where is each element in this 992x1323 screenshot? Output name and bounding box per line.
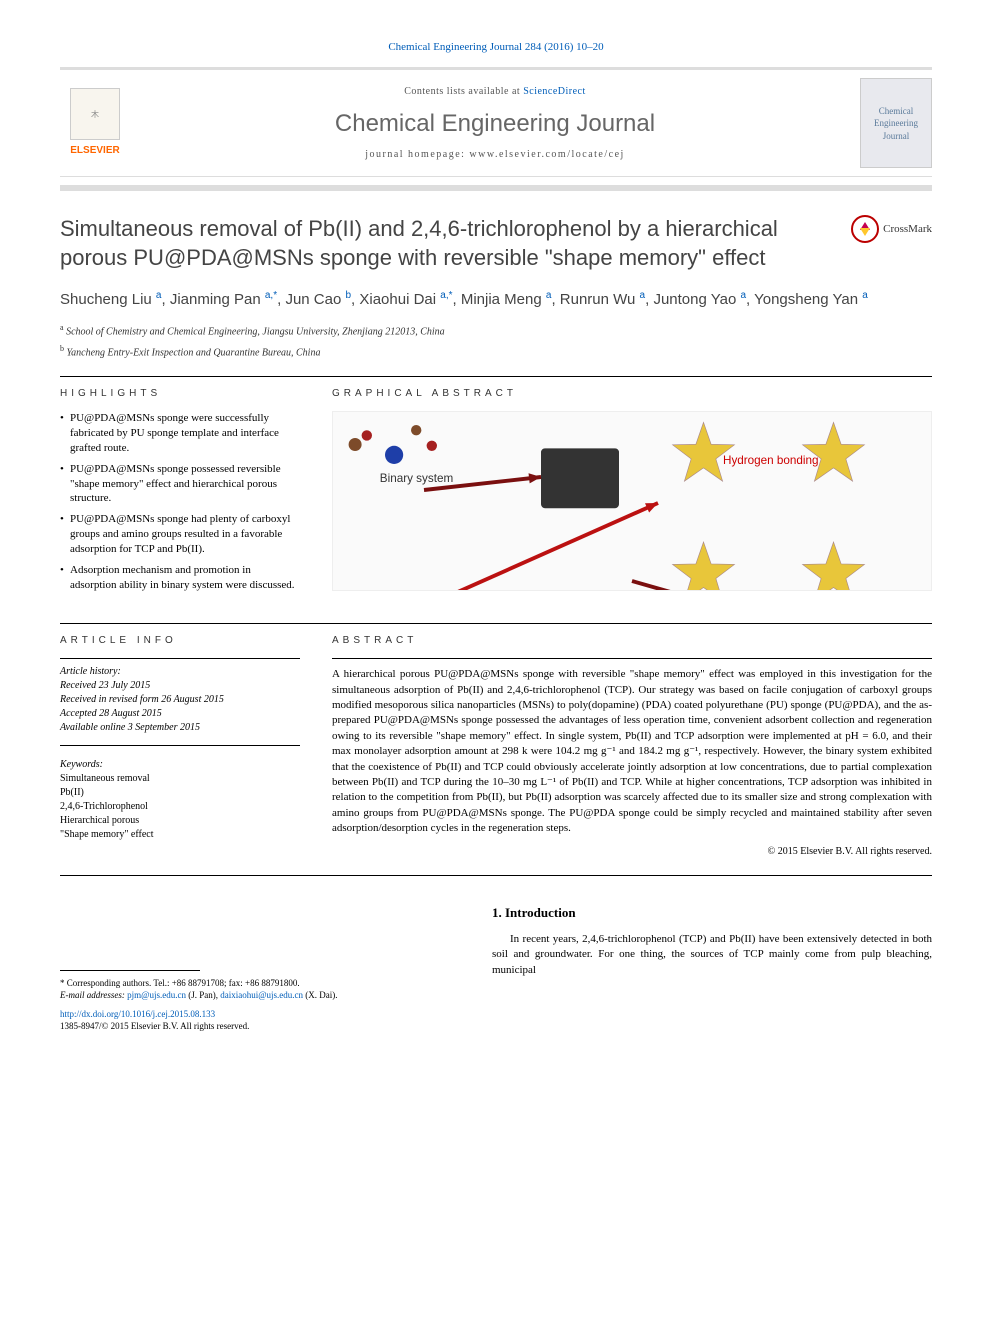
introduction-column: 1. Introduction In recent years, 2,4,6-t… <box>492 904 932 1033</box>
affiliation-line: b Yancheng Entry-Exit Inspection and Qua… <box>60 343 932 360</box>
journal-header-bar: ⽊ ELSEVIER Contents lists available at S… <box>60 67 932 177</box>
email-link-1[interactable]: pjm@ujs.edu.cn <box>127 990 186 1000</box>
keywords-list: Simultaneous removalPb(II)2,4,6-Trichlor… <box>60 772 300 842</box>
contents-list-line: Contents lists available at ScienceDirec… <box>130 85 860 99</box>
info-rule <box>60 658 300 659</box>
email-prefix: E-mail addresses: <box>60 990 127 1000</box>
affiliations: a School of Chemistry and Chemical Engin… <box>60 322 932 361</box>
doi-line: http://dx.doi.org/10.1016/j.cej.2015.08.… <box>60 1008 460 1033</box>
svg-text:Binary system: Binary system <box>380 472 453 485</box>
section-rule-3 <box>60 875 932 876</box>
header-divider <box>60 185 932 191</box>
keyword-item: Simultaneous removal <box>60 772 300 786</box>
abstract-text: A hierarchical porous PU@PDA@MSNs sponge… <box>332 667 932 836</box>
highlight-item: Adsorption mechanism and promotion in ad… <box>60 563 300 593</box>
highlight-item: PU@PDA@MSNs sponge were successfully fab… <box>60 411 300 456</box>
homepage-url[interactable]: www.elsevier.com/locate/cej <box>469 149 624 160</box>
doi-link[interactable]: http://dx.doi.org/10.1016/j.cej.2015.08.… <box>60 1009 215 1019</box>
keyword-item: "Shape memory" effect <box>60 828 300 842</box>
crossmark-badge[interactable]: CrossMark <box>851 215 932 243</box>
journal-cover-thumbnail: Chemical Engineering Journal <box>860 78 932 168</box>
abstract-copyright: © 2015 Elsevier B.V. All rights reserved… <box>332 845 932 859</box>
history-line: Received in revised form 26 August 2015 <box>60 693 300 707</box>
highlights-graphical-row: HIGHLIGHTS PU@PDA@MSNs sponge were succe… <box>60 387 932 607</box>
intro-text: In recent years, 2,4,6-trichlorophenol (… <box>492 932 932 978</box>
article-info-label: ARTICLE INFO <box>60 634 300 648</box>
abstract-label: ABSTRACT <box>332 634 932 648</box>
keywords-rule <box>60 745 300 746</box>
history-label: Article history: <box>60 665 300 679</box>
crossmark-label: CrossMark <box>883 222 932 237</box>
intro-heading: 1. Introduction <box>492 904 932 922</box>
homepage-prefix: journal homepage: <box>365 149 469 160</box>
highlights-label: HIGHLIGHTS <box>60 387 300 401</box>
graphical-abstract-label: GRAPHICAL ABSTRACT <box>332 387 932 401</box>
history-line: Available online 3 September 2015 <box>60 721 300 735</box>
elsevier-brand-text: ELSEVIER <box>70 144 119 158</box>
article-title: Simultaneous removal of Pb(II) and 2,4,6… <box>60 215 835 272</box>
title-row: Simultaneous removal of Pb(II) and 2,4,6… <box>60 215 932 272</box>
section-rule-2 <box>60 623 932 624</box>
sciencedirect-link[interactable]: ScienceDirect <box>523 86 586 97</box>
email-name-1: (J. Pan), <box>186 990 220 1000</box>
info-abstract-row: ARTICLE INFO Article history: Received 2… <box>60 634 932 858</box>
article-info-column: ARTICLE INFO Article history: Received 2… <box>60 634 300 858</box>
journal-homepage-line: journal homepage: www.elsevier.com/locat… <box>130 148 860 162</box>
highlight-item: PU@PDA@MSNs sponge possessed reversible … <box>60 462 300 507</box>
keyword-item: Pb(II) <box>60 786 300 800</box>
keyword-item: 2,4,6-Trichlorophenol <box>60 800 300 814</box>
author-list: Shucheng Liu a, Jianming Pan a,*, Jun Ca… <box>60 289 932 310</box>
abstract-rule <box>332 658 932 659</box>
keyword-item: Hierarchical porous <box>60 814 300 828</box>
footnote-rule <box>60 970 200 971</box>
article-history: Article history: Received 23 July 2015Re… <box>60 665 300 735</box>
keywords-label: Keywords: <box>60 758 300 772</box>
abstract-column: ABSTRACT A hierarchical porous PU@PDA@MS… <box>332 634 932 858</box>
page-running-head: Chemical Engineering Journal 284 (2016) … <box>60 40 932 55</box>
elsevier-tree-icon: ⽊ <box>70 88 120 140</box>
header-center: Contents lists available at ScienceDirec… <box>130 85 860 163</box>
highlights-column: HIGHLIGHTS PU@PDA@MSNs sponge were succe… <box>60 387 300 607</box>
journal-name: Chemical Engineering Journal <box>130 107 860 141</box>
email-link-2[interactable]: daixiaohui@ujs.edu.cn <box>220 990 303 1000</box>
svg-text:Hydrogen bonding: Hydrogen bonding <box>723 454 819 467</box>
footer-intro-row: * Corresponding authors. Tel.: +86 88791… <box>60 904 932 1033</box>
graphical-abstract-image: Binary systemHydrogen bondingAdsorptionS… <box>332 411 932 591</box>
graphical-abstract-svg: Binary systemHydrogen bondingAdsorptionS… <box>333 412 931 591</box>
crossmark-icon <box>851 215 879 243</box>
highlights-list: PU@PDA@MSNs sponge were successfully fab… <box>60 411 300 592</box>
contents-prefix: Contents lists available at <box>404 86 523 97</box>
issn-copyright: 1385-8947/© 2015 Elsevier B.V. All right… <box>60 1021 249 1031</box>
email-name-2: (X. Dai). <box>303 990 338 1000</box>
affiliation-line: a School of Chemistry and Chemical Engin… <box>60 322 932 339</box>
corresponding-line1: * Corresponding authors. Tel.: +86 88791… <box>60 977 460 990</box>
history-line: Received 23 July 2015 <box>60 679 300 693</box>
section-rule-1 <box>60 376 932 377</box>
corresponding-footer: * Corresponding authors. Tel.: +86 88791… <box>60 904 460 1033</box>
graphical-abstract-column: GRAPHICAL ABSTRACT Binary system Hydrogen… <box>332 387 932 607</box>
history-line: Accepted 28 August 2015 <box>60 707 300 721</box>
corresponding-emails: E-mail addresses: pjm@ujs.edu.cn (J. Pan… <box>60 989 460 1002</box>
elsevier-logo: ⽊ ELSEVIER <box>60 84 130 162</box>
highlight-item: PU@PDA@MSNs sponge had plenty of carboxy… <box>60 512 300 557</box>
